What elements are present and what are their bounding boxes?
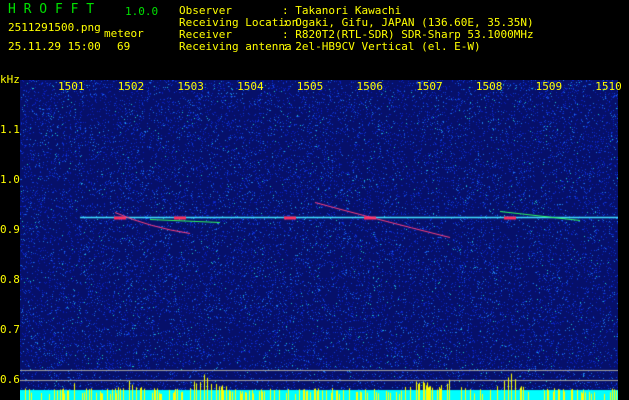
y-tick-label: 0.9 bbox=[0, 223, 20, 236]
info-label: Receiver bbox=[179, 28, 232, 41]
info-value: : Ogaki, Gifu, JAPAN (136.60E, 35.35N) bbox=[282, 16, 534, 29]
info-value: : R820T2(RTL-SDR) SDR-Sharp 53.1000MHz bbox=[282, 28, 534, 41]
spectrogram bbox=[20, 80, 618, 400]
x-tick-label: 1507 bbox=[416, 80, 443, 93]
meteor-count: 69 bbox=[117, 40, 131, 53]
y-tick-label: 0.8 bbox=[0, 273, 20, 286]
x-tick-label: 1505 bbox=[296, 80, 324, 93]
file-datetime: 25.11.29 15:00 bbox=[8, 40, 101, 53]
info-label: Receiving Location bbox=[179, 16, 299, 29]
y-tick-label: 0.7 bbox=[0, 323, 20, 336]
x-tick-label: 1509 bbox=[535, 80, 563, 93]
info-label: Receiving antenna bbox=[179, 40, 292, 53]
x-tick-label: 1502 bbox=[117, 80, 145, 93]
app-title: H R O F F T bbox=[8, 2, 95, 17]
axis-unit: kHz bbox=[0, 73, 20, 86]
x-tick-label: 1510 bbox=[595, 80, 622, 93]
x-tick-label: 1503 bbox=[177, 80, 204, 93]
info-value: : Takanori Kawachi bbox=[282, 4, 402, 17]
y-tick-label: 1.0 bbox=[0, 173, 20, 186]
x-tick-label: 1501 bbox=[58, 80, 85, 93]
x-tick-label: 1506 bbox=[356, 80, 384, 93]
y-tick-label: 0.6 bbox=[0, 373, 20, 386]
info-value: : 2el-HB9CV Vertical (el. E-W) bbox=[282, 40, 481, 53]
meteor-label: meteor bbox=[104, 27, 144, 40]
x-tick-label: 1504 bbox=[237, 80, 264, 93]
app-version: 1.0.0 bbox=[125, 5, 159, 18]
x-tick-label: 1508 bbox=[475, 80, 503, 93]
y-tick-label: 1.1 bbox=[0, 123, 20, 136]
info-label: Observer bbox=[179, 4, 232, 17]
file-name: 2511291500.png bbox=[8, 21, 101, 34]
